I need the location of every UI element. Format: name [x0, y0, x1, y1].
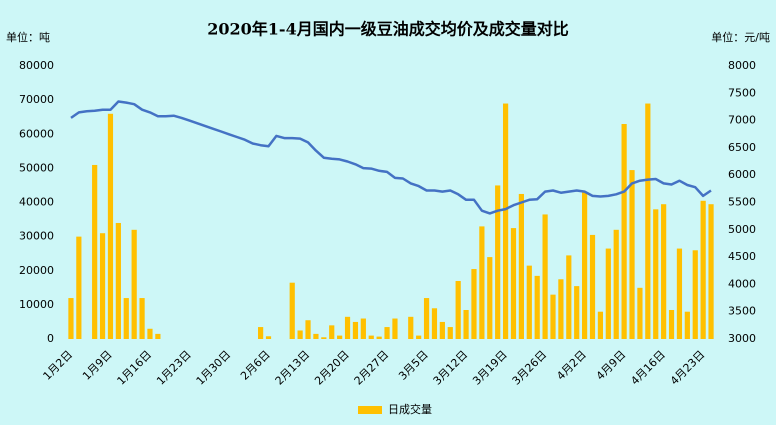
bar	[463, 309, 469, 339]
bar	[352, 321, 359, 339]
bar	[99, 233, 106, 339]
bar	[613, 229, 619, 339]
price-line	[70, 100, 712, 215]
bar	[700, 200, 706, 339]
bar	[439, 321, 445, 339]
y2-tick-label: 5500	[728, 196, 756, 209]
bar	[107, 113, 114, 340]
bar	[495, 185, 501, 339]
bar	[289, 282, 295, 339]
y-tick-label: 10000	[19, 298, 54, 311]
y2-tick-label: 3500	[728, 305, 756, 318]
bar	[479, 226, 485, 339]
y2-tick-label: 6000	[728, 168, 756, 181]
bar	[431, 308, 438, 339]
bar	[392, 318, 398, 339]
bar	[534, 275, 540, 339]
bar	[155, 333, 161, 339]
bar	[637, 287, 643, 339]
bar	[471, 269, 477, 339]
bar	[582, 192, 588, 339]
bar	[708, 204, 714, 339]
y2-tick-label: 8000	[728, 59, 756, 72]
bar	[423, 298, 430, 339]
bar	[621, 124, 627, 339]
bar	[139, 298, 145, 339]
bar	[368, 335, 374, 339]
bar	[265, 336, 272, 339]
y2-tick-label: 4500	[728, 250, 756, 263]
bar	[605, 248, 611, 339]
bar	[566, 255, 572, 339]
y2-tick-label: 4000	[728, 277, 756, 290]
legend-swatch	[358, 406, 382, 414]
y-tick-label: 20000	[19, 264, 54, 277]
bar	[661, 204, 667, 339]
y2-tick-label: 7500	[728, 86, 756, 99]
bar	[131, 229, 137, 339]
bar	[344, 316, 351, 339]
bar	[329, 325, 335, 339]
legend-label: 日成交量	[388, 402, 432, 416]
bar	[337, 335, 343, 339]
bar	[645, 103, 651, 339]
bar	[360, 318, 366, 339]
bar	[147, 328, 153, 339]
y2-tick-label: 5000	[728, 223, 756, 236]
bar	[68, 298, 74, 339]
bar	[692, 250, 698, 339]
y-tick-label: 0	[47, 332, 54, 345]
y-tick-label: 50000	[19, 161, 54, 174]
bar	[455, 280, 461, 339]
y-tick-label: 60000	[19, 127, 54, 140]
bar	[550, 294, 556, 339]
bar	[92, 164, 98, 339]
y-unit: 单位：吨	[6, 30, 50, 44]
bar	[305, 320, 311, 339]
bar	[684, 311, 690, 339]
bar	[589, 234, 596, 339]
y2-tick-label: 3000	[728, 332, 756, 345]
y-tick-label: 40000	[19, 196, 54, 209]
chart-title: 2020年1-4月国内一级豆油成交均价及成交量对比	[207, 20, 568, 39]
bar	[313, 333, 319, 339]
bar	[574, 286, 580, 339]
bar	[597, 311, 604, 339]
bar	[115, 222, 121, 339]
bar	[76, 236, 82, 339]
bar	[558, 279, 564, 339]
bar	[447, 327, 453, 339]
y-tick-label: 80000	[19, 59, 54, 72]
bar	[676, 248, 683, 339]
bar	[376, 336, 382, 339]
bar	[297, 330, 303, 339]
y-tick-label: 30000	[19, 230, 54, 243]
bar	[518, 193, 524, 339]
y2-unit: 单位：元/吨	[711, 30, 770, 44]
bar	[321, 337, 327, 339]
y2-tick-label: 6500	[728, 141, 756, 154]
bar	[668, 309, 675, 339]
bar	[487, 257, 493, 339]
bar	[408, 316, 414, 339]
bar	[629, 170, 635, 339]
y-tick-label: 70000	[19, 93, 54, 106]
bar	[416, 335, 422, 339]
bar	[542, 214, 548, 339]
bar	[526, 265, 532, 339]
bar	[502, 103, 509, 339]
y2-tick-label: 7000	[728, 114, 756, 127]
bar	[258, 327, 264, 339]
bar	[510, 228, 517, 339]
bar	[653, 209, 659, 339]
bar	[384, 327, 390, 339]
bar	[123, 298, 129, 339]
